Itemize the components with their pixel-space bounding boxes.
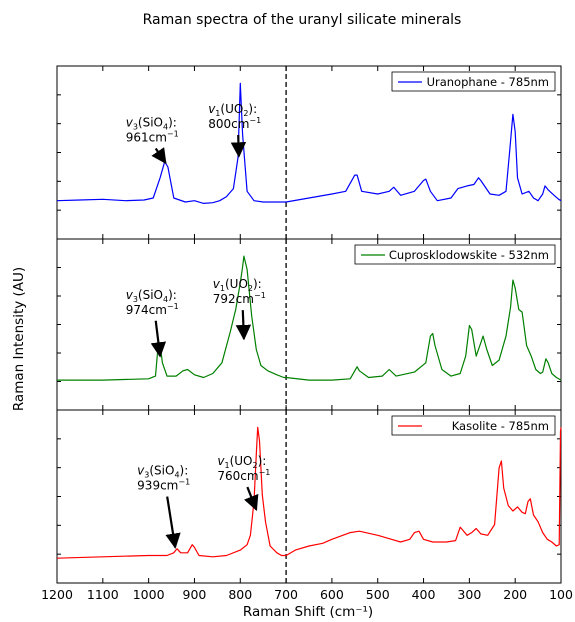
legend-label: Cuprosklodowskite - 532nm	[389, 248, 549, 262]
annotation-mode: v1(UO2):	[213, 277, 262, 293]
legend: Cuprosklodowskite - 532nm	[354, 244, 556, 265]
peak-annotation: v1(UO2):760cm−1	[217, 454, 270, 512]
annotation-arrow	[150, 320, 167, 358]
series-line-1	[56, 82, 562, 204]
x-tick-label: 200	[503, 587, 527, 602]
legend-box	[391, 415, 556, 436]
peak-annotation: v3(SiO4):961cm−1	[126, 115, 179, 165]
x-tick-label: 400	[412, 587, 436, 602]
annotation-value: 974cm−1	[126, 302, 179, 317]
annotation-mode: v1(UO2):	[208, 102, 257, 118]
legend-label: Kasolite - 785nm	[452, 419, 549, 433]
legend: Kasolite - 785nm	[391, 415, 556, 436]
peak-annotation: v1(UO2):800cm−1	[208, 102, 261, 158]
series-line-2	[57, 255, 562, 381]
annotation-arrow	[230, 134, 247, 158]
x-tick-label: 700	[274, 587, 298, 602]
plot-frame	[56, 65, 562, 240]
legend-label: Uranophane - 785nm	[427, 75, 549, 89]
chart-title: Raman spectra of the uranyl silicate min…	[143, 12, 462, 28]
x-tick-label: 1100	[87, 587, 119, 602]
annotation-value: 760cm−1	[217, 468, 270, 483]
legend: Uranophane - 785nm	[391, 71, 556, 92]
x-axis-label: Raman Shift (cm⁻¹)	[243, 604, 373, 620]
x-tick-label: 600	[320, 587, 344, 602]
peak-annotation: v3(SiO4):974cm−1	[126, 288, 179, 358]
x-tick-label: 300	[457, 587, 481, 602]
x-tick-label: 100	[549, 587, 573, 602]
panel-1: Uranophane - 785nm	[56, 65, 562, 240]
plot-frame	[56, 409, 562, 584]
annotation-arrow	[151, 147, 167, 165]
annotation-mode: v1(UO2):	[217, 454, 266, 470]
annotation-value: 792cm−1	[213, 291, 266, 306]
annotation-mode: v3(SiO4):	[137, 464, 188, 480]
spectra-panels: Uranophane - 785nm Cuprosklodowskite - 53…	[56, 65, 562, 584]
x-tick-label: 900	[183, 587, 207, 602]
annotation-value: 939cm−1	[137, 478, 190, 493]
peak-annotation: v1(UO2):792cm−1	[213, 277, 266, 341]
x-axis-ticks: 1200 1100 1000 900 800 700 600 500 400 300 200 100	[41, 587, 573, 602]
legend-box	[391, 71, 556, 92]
y-axis-label: Raman Intensity (AU)	[11, 267, 27, 411]
panel-3: Kasolite - 785nm	[56, 409, 562, 584]
x-tick-label: 1200	[41, 587, 73, 602]
annotation-arrow	[235, 310, 252, 341]
annotation-value: 800cm−1	[208, 116, 261, 131]
annotation-arrow	[244, 486, 259, 512]
annotation-mode: v3(SiO4):	[126, 288, 177, 304]
annotation-value: 961cm−1	[126, 129, 179, 144]
annotation-arrow	[165, 496, 181, 549]
plot-frame	[56, 238, 562, 411]
annotation-mode: v3(SiO4):	[126, 115, 177, 131]
series-line-3	[56, 426, 562, 559]
x-tick-label: 500	[366, 587, 390, 602]
peak-annotation: v3(SiO4):939cm−1	[137, 464, 190, 549]
legend-box	[354, 244, 556, 265]
x-tick-label: 1000	[133, 587, 165, 602]
x-tick-label: 800	[228, 587, 252, 602]
panel-2: Cuprosklodowskite - 532nm	[56, 238, 562, 411]
